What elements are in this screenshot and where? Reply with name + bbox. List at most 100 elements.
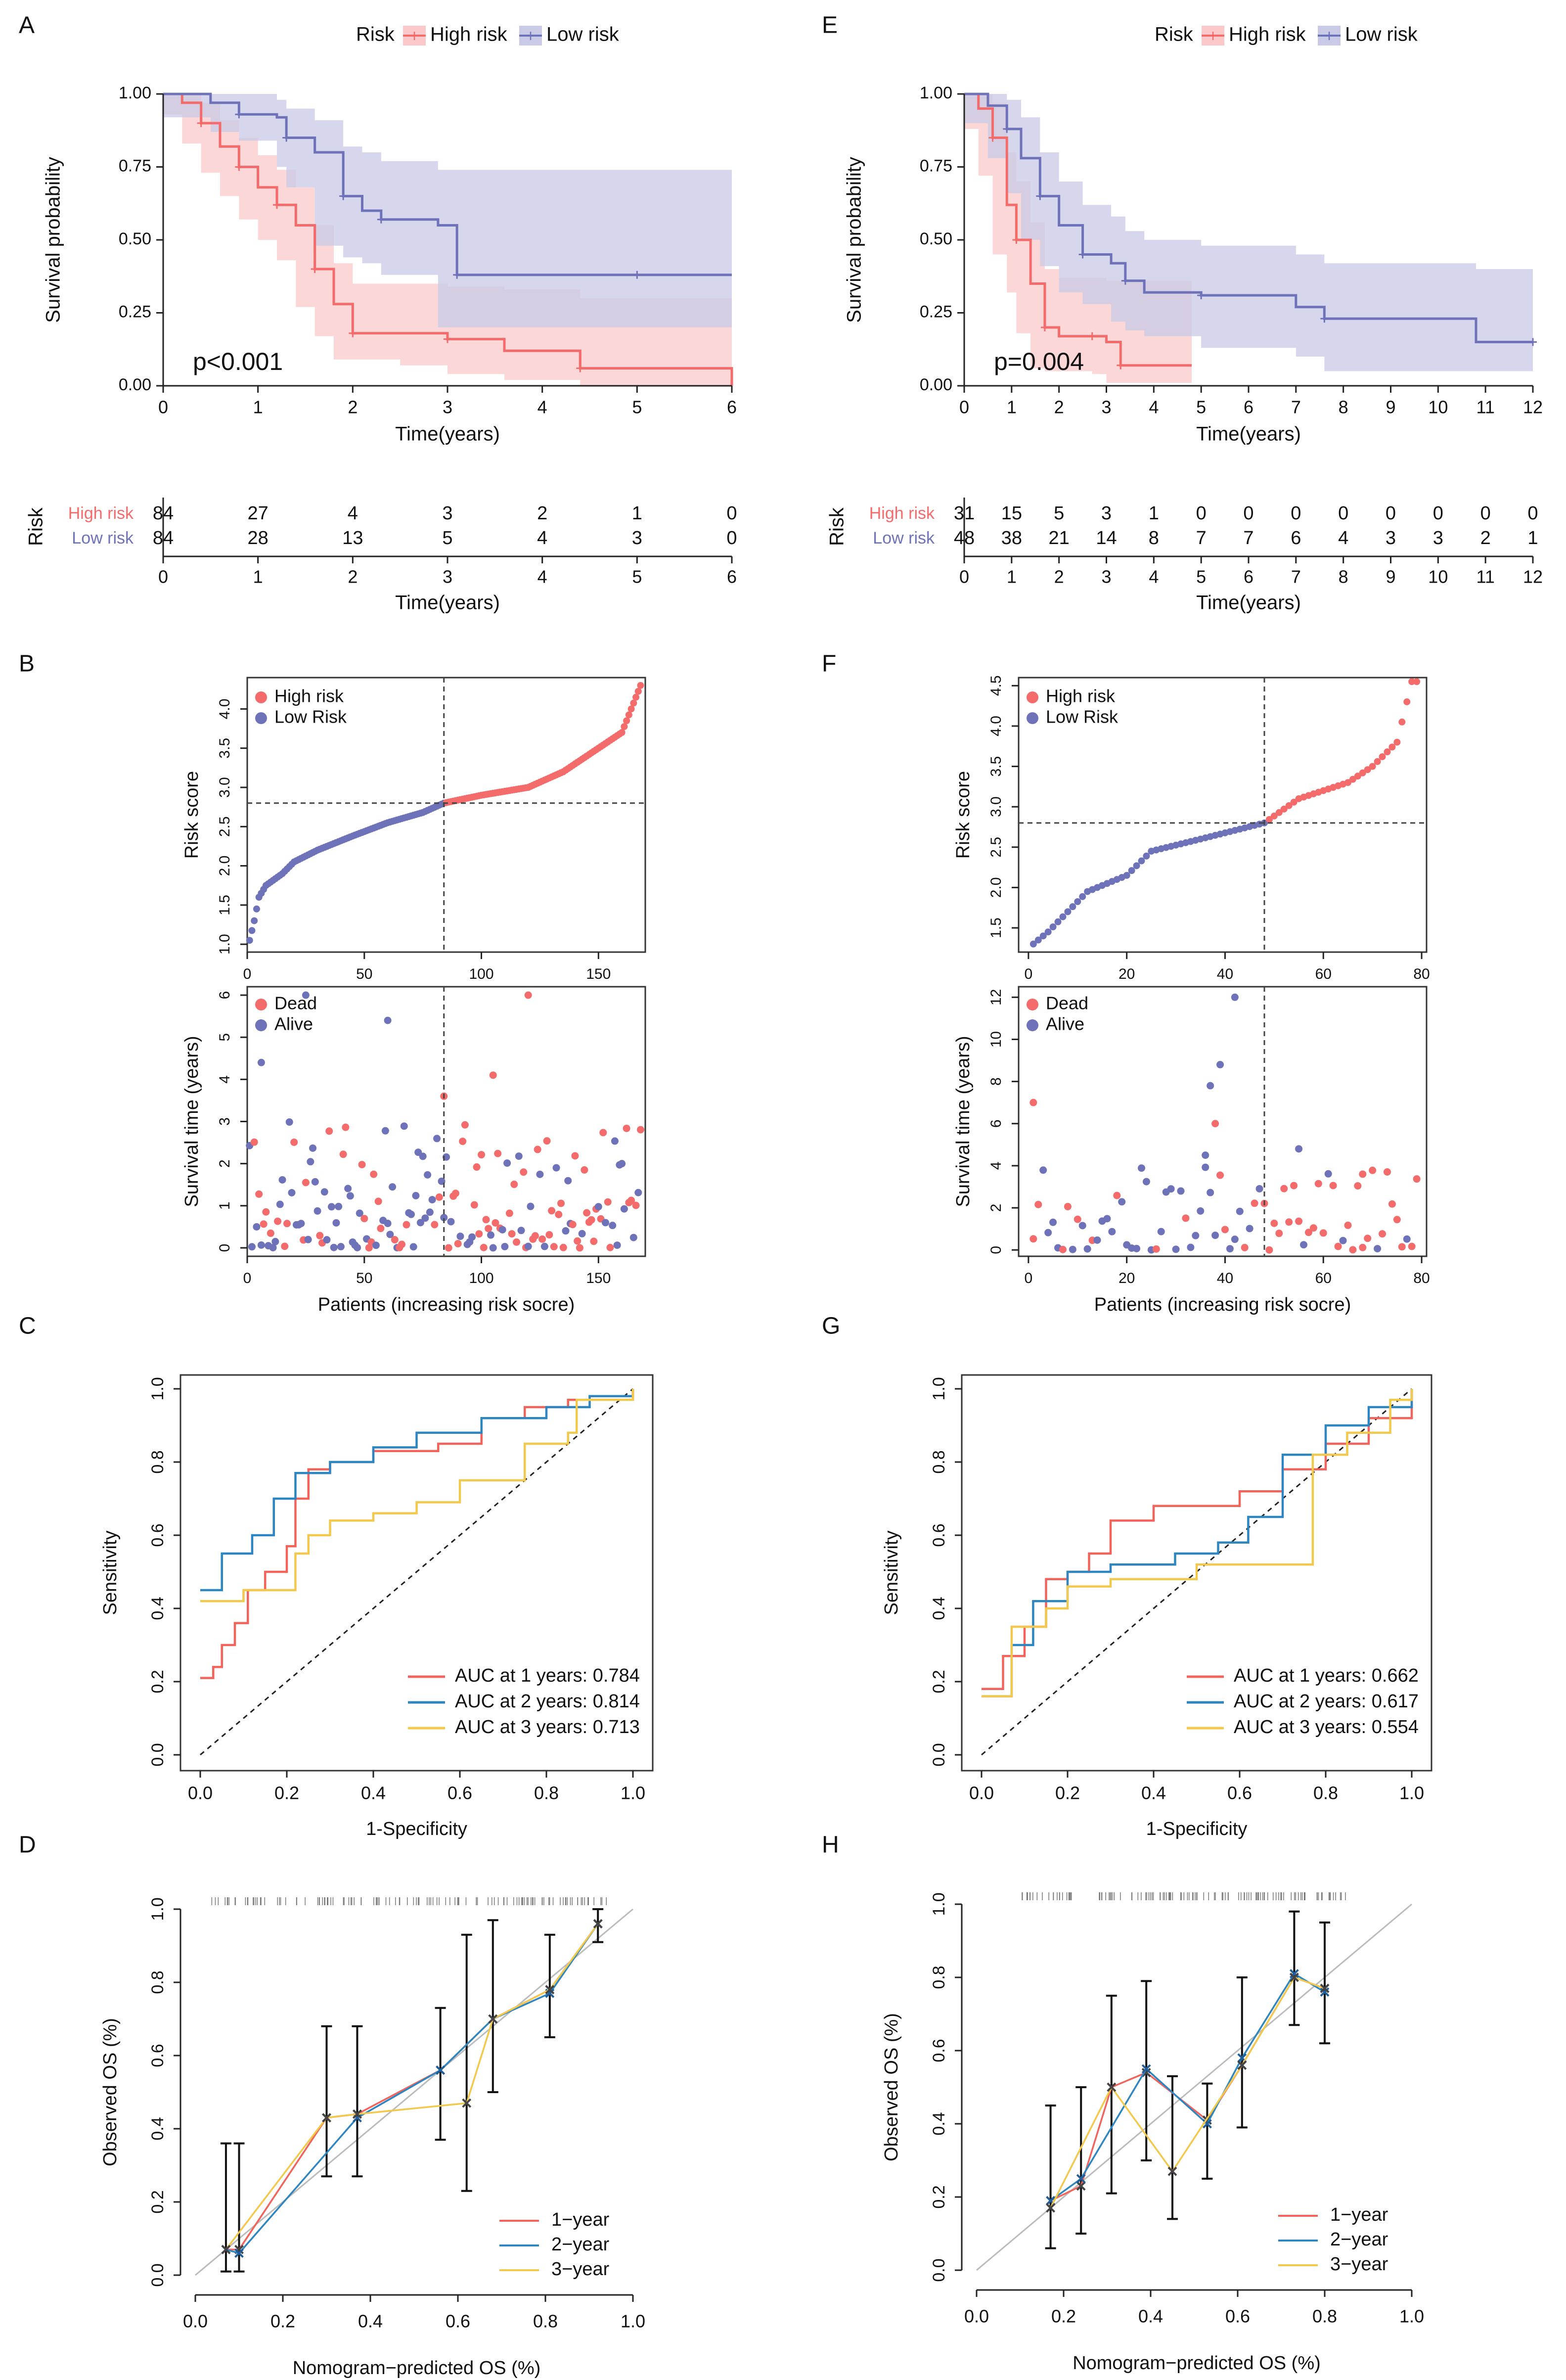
y-tick-label: 0.25 [119, 302, 151, 321]
calibration-point [322, 2113, 331, 2123]
y-tick-label: 4 [217, 1075, 233, 1084]
patient-point [1177, 1187, 1185, 1195]
patient-point [1344, 1221, 1352, 1229]
censor-mark [1003, 125, 1011, 133]
risk-score-point [251, 917, 258, 924]
patient-point [555, 1210, 563, 1218]
patient-point [283, 1220, 291, 1228]
risk-score-point [621, 723, 628, 731]
patient-point [1241, 1243, 1249, 1251]
risk-count: 27 [248, 503, 268, 524]
x-tick-label: 0.0 [183, 2311, 208, 2332]
calibration-point [1076, 2174, 1086, 2184]
x-tick-label: 0.8 [1313, 1783, 1338, 1803]
censor-mark [1036, 192, 1044, 200]
risk-score-point [1044, 928, 1052, 936]
y-tick-label: 3.5 [988, 756, 1004, 777]
patient-point [508, 1230, 516, 1238]
x-tick-label: 2 [348, 397, 358, 417]
patient-point [1211, 1232, 1219, 1239]
legend-label: Low risk [1345, 24, 1418, 46]
risk-x-tick-label: 3 [1101, 567, 1111, 587]
y-axis-label: Sensitivity [100, 1530, 121, 1615]
y-tick-label: 0.6 [930, 2039, 948, 2062]
censor-mark [444, 335, 451, 343]
calibration-point [1167, 2166, 1177, 2176]
patient-point [468, 1233, 476, 1241]
patient-point [1236, 1207, 1244, 1215]
risk-score-point [1275, 809, 1283, 816]
y-tick-label: 4.5 [988, 675, 1004, 696]
roc-frame [179, 1374, 654, 1772]
patient-point [578, 1230, 586, 1237]
y-axis-label: Observed OS (%) [100, 2018, 121, 2166]
risk-score-point [1344, 779, 1351, 786]
x-tick-label: 60 [1315, 1270, 1332, 1286]
legend-cross: + [1208, 27, 1218, 46]
patient-point [492, 1219, 499, 1227]
legend-label: Dead [1046, 993, 1088, 1013]
risk-count: 7 [1243, 528, 1253, 549]
y-tick-label: 0.75 [119, 156, 151, 175]
y-tick-label: 0.0 [930, 2258, 948, 2282]
risk-count: 0 [1196, 503, 1207, 524]
y-tick-label: 3.0 [217, 777, 233, 798]
risk-x-tick-label: 5 [632, 567, 642, 587]
risk-table-title: Risk [25, 507, 47, 546]
risk-score-point [1413, 678, 1421, 686]
risk-score-point [1133, 862, 1140, 870]
y-tick-label: 8 [988, 1077, 1004, 1086]
patient-point [262, 1208, 270, 1216]
censor-mark [282, 134, 291, 142]
x-tick-label: 80 [1413, 966, 1430, 982]
patient-point [475, 1230, 483, 1238]
risk-score-point [1384, 748, 1391, 756]
patient-point [302, 1179, 310, 1187]
x-axis-label: Nomogram−predicted OS (%) [293, 2358, 541, 2379]
patient-point [424, 1171, 432, 1179]
calibration-point [234, 2248, 244, 2258]
patient-point [313, 1207, 321, 1215]
patient-point [552, 1164, 560, 1172]
patient-point [451, 1190, 459, 1197]
risk-score-point [1369, 763, 1376, 770]
patient-point [1379, 1230, 1387, 1238]
patient-point [485, 1225, 492, 1233]
y-tick-label: 0.6 [930, 1523, 948, 1547]
risk-count: 21 [1049, 528, 1070, 549]
patient-point [1137, 1164, 1145, 1172]
x-tick-label: 0 [243, 1270, 252, 1286]
y-tick-label: 0.6 [148, 1523, 167, 1547]
risk-count: 7 [1196, 528, 1207, 549]
patient-point [505, 1209, 513, 1217]
patient-point [629, 1234, 637, 1241]
risk-x-tick-label: 2 [348, 567, 358, 587]
panel-label: C [19, 1313, 36, 1339]
legend-dot [1027, 999, 1038, 1010]
patient-point [1221, 1226, 1229, 1234]
patient-point [1359, 1243, 1367, 1251]
x-tick-label: 6 [727, 397, 737, 417]
patient-point [1374, 1245, 1382, 1253]
roc-curve-y2 [200, 1389, 634, 1592]
y-tick-label: 6 [988, 1119, 1004, 1128]
legend-label: 3−year [1330, 2254, 1388, 2275]
legend-dot [1027, 712, 1038, 724]
calibration-point [436, 2065, 446, 2075]
censor-mark [311, 265, 319, 273]
patient-point [1207, 1189, 1214, 1196]
risk-score-point [253, 905, 260, 913]
patient-point [354, 1243, 361, 1251]
patient-point [253, 1223, 261, 1231]
risk-score-point [1069, 903, 1076, 911]
y-tick-label: 0.75 [920, 156, 952, 175]
y-tick-label: 3.0 [988, 796, 1004, 817]
patient-point [548, 1207, 556, 1215]
y-tick-label: 0.4 [930, 2112, 948, 2135]
risk-count: 5 [1054, 503, 1064, 524]
x-tick-label: 0.6 [447, 1783, 472, 1803]
patient-point [276, 1200, 284, 1208]
patient-point [398, 1240, 406, 1248]
patient-point [623, 1124, 630, 1132]
